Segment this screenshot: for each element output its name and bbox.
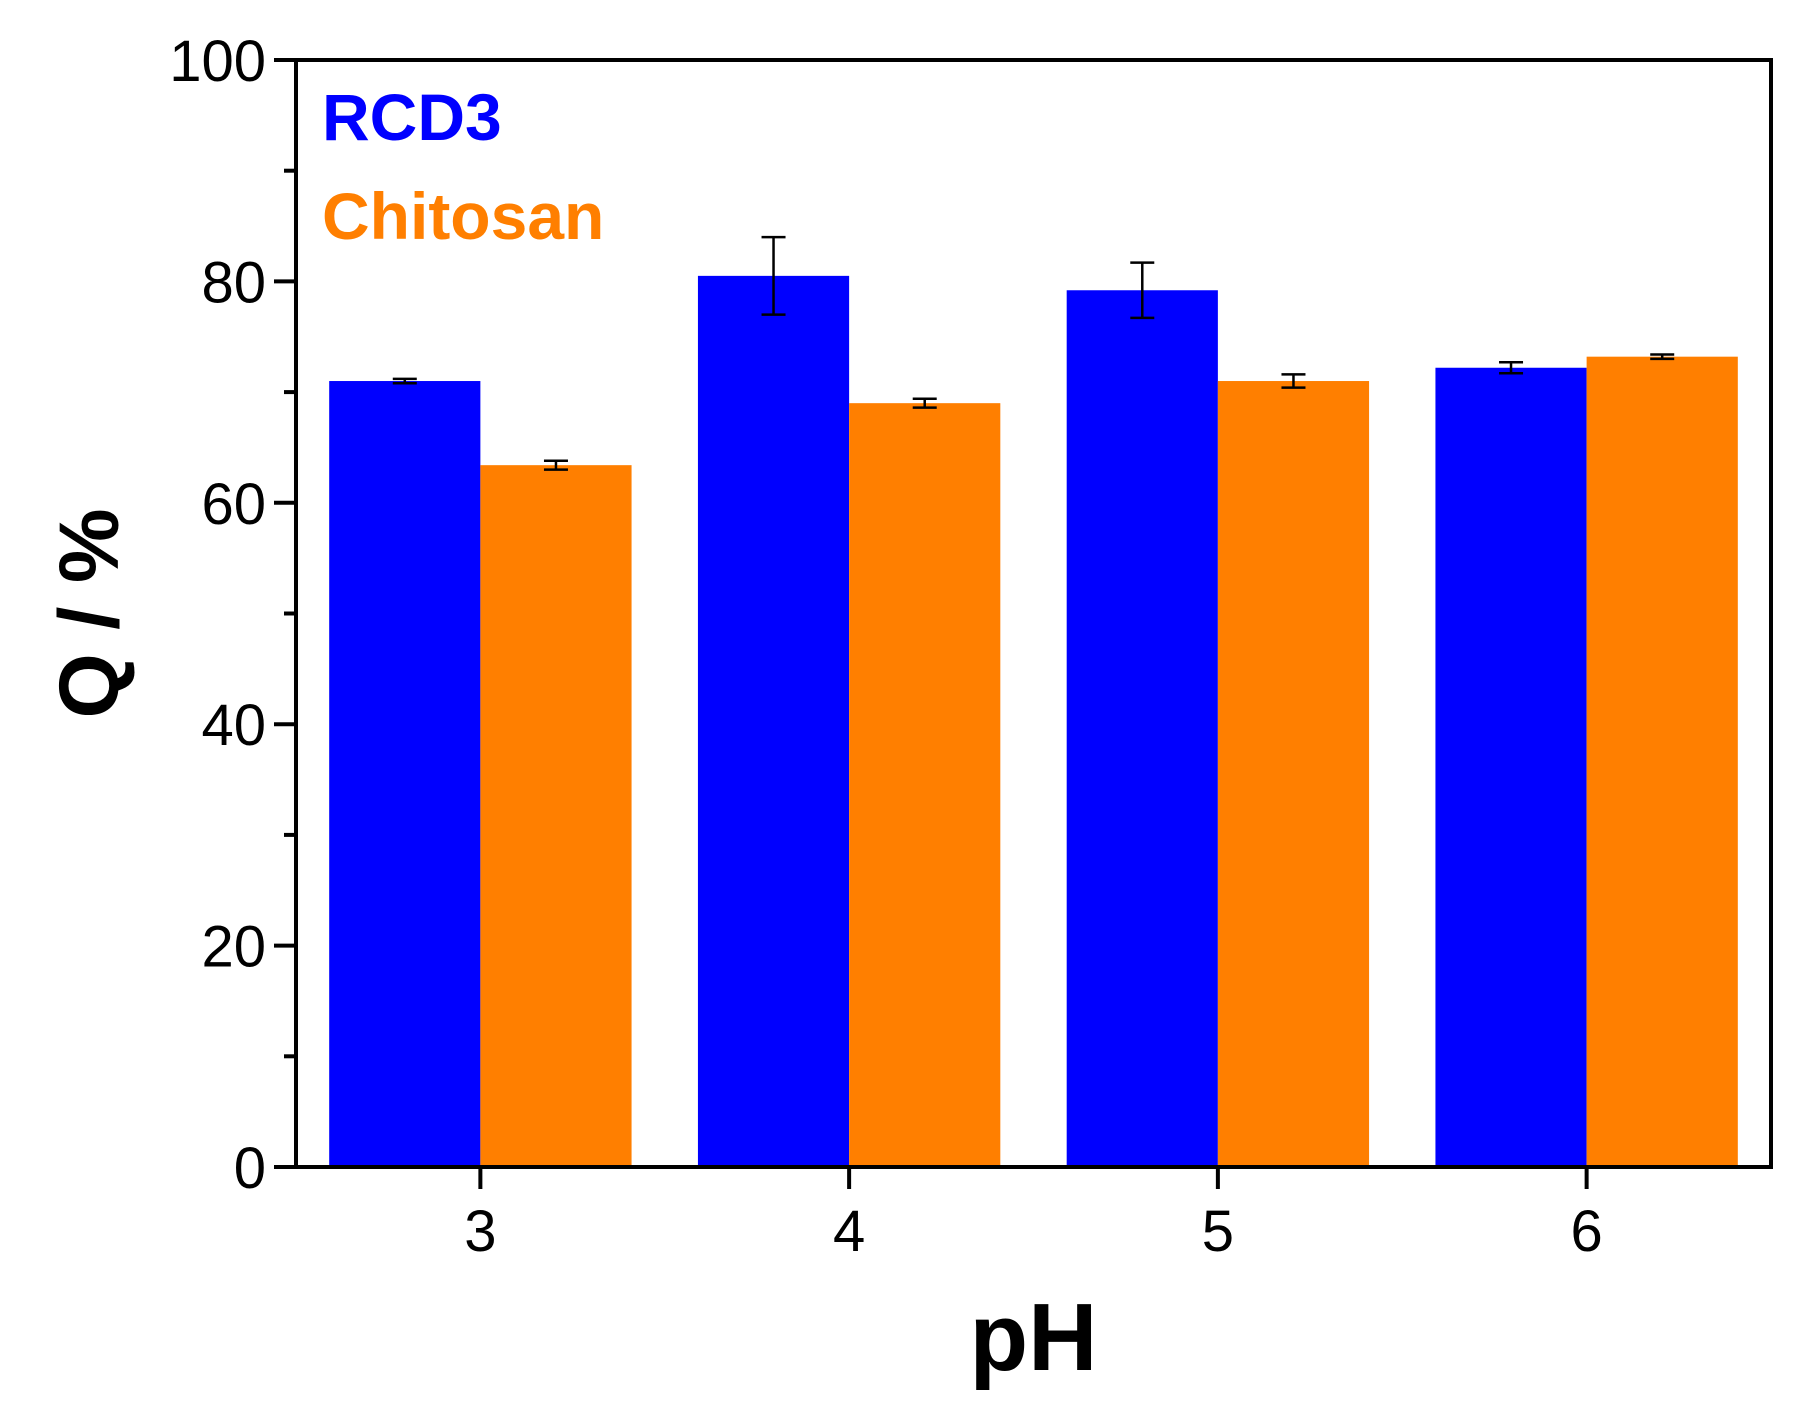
error-bars-layer: [392, 235, 1675, 471]
x-axis-title: pH: [970, 1284, 1098, 1391]
bar-chitosan-ph-6: [1586, 356, 1738, 1167]
ticks-layer: 0 20 40 60 80 100 3 4 5 6: [169, 29, 1603, 1264]
x-tick-label: 5: [1202, 1199, 1234, 1264]
bar-chitosan-ph-5: [1217, 381, 1370, 1167]
bar-rcd3-ph-3: [329, 381, 481, 1167]
y-tick-label: 20: [201, 915, 266, 980]
y-tick-label: 100: [169, 29, 266, 94]
y-tick-label: 0: [234, 1136, 266, 1201]
bar-rcd3-ph-6: [1435, 367, 1587, 1168]
legend-entry-chitosan: Chitosan: [322, 179, 604, 253]
x-tick-label: 4: [833, 1199, 865, 1264]
bar-rcd3-ph-4: [697, 275, 850, 1167]
bar-chitosan-ph-4: [849, 403, 1001, 1167]
x-tick-label: 6: [1570, 1199, 1602, 1264]
x-tick-label: 3: [464, 1199, 496, 1264]
y-tick-label: 60: [201, 472, 266, 537]
bar-chitosan-ph-3: [480, 465, 632, 1167]
legend: RCD3 Chitosan: [322, 80, 604, 253]
y-axis-title: Q / %: [42, 508, 136, 718]
bars-layer: [329, 275, 1738, 1168]
legend-entry-rcd3: RCD3: [322, 80, 502, 154]
y-tick-label: 80: [201, 250, 266, 315]
y-tick-label: 40: [201, 693, 266, 758]
bar-rcd3-ph-5: [1066, 290, 1218, 1168]
